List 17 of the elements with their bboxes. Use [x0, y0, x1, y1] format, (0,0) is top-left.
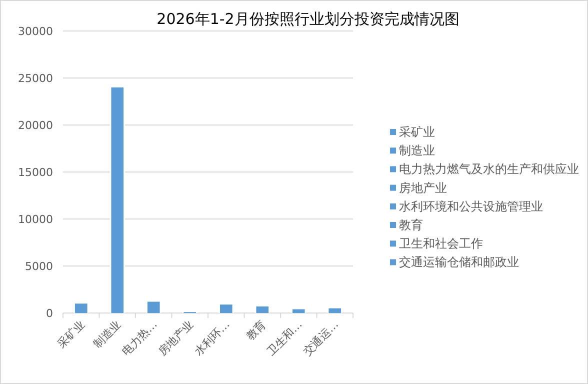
- y-tick-label: 25000: [18, 72, 53, 85]
- y-tick-label: 15000: [18, 166, 53, 179]
- chart-title: 2026年1-2月份按照行业划分投资完成情况图: [156, 10, 460, 28]
- legend-label: 电力热力燃气及水的生产和供应业: [399, 162, 579, 176]
- legend-label: 卫生和社会工作: [399, 236, 483, 251]
- legend-label: 制造业: [399, 144, 435, 158]
- y-tick-label: 20000: [18, 119, 53, 132]
- x-tick-label: 采矿业: [54, 318, 88, 350]
- legend-label: 教育: [399, 218, 423, 232]
- legend-label: 交通运输仓储和邮政业: [399, 255, 519, 270]
- legend-label: 采矿业: [399, 125, 435, 139]
- y-tick-label: 30000: [18, 25, 53, 38]
- legend-label: 水利环境和公共设施管理业: [399, 199, 543, 214]
- y-tick-label: 10000: [18, 213, 53, 226]
- y-tick-label: 5000: [25, 260, 53, 273]
- y-tick-label: 0: [46, 307, 53, 320]
- legend-label: 房地产业: [399, 180, 447, 195]
